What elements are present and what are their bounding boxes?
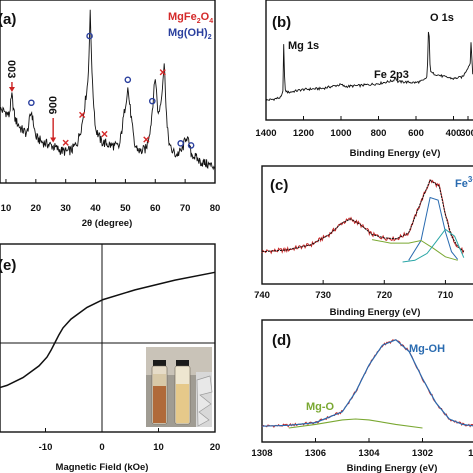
panel-d-peak-label: Mg-OH <box>409 343 445 355</box>
panel-c-tick-label: 740 <box>254 290 270 301</box>
panel-c-data-line <box>261 179 465 255</box>
panel-b: (b) 1400 1200 1000 800 600 400300 Binding Ene… <box>255 0 473 159</box>
panel-a-mgfe2o4-marker <box>159 69 166 76</box>
panel-c-x-ticks: 740 730 720 710 <box>254 280 453 301</box>
panel-a-mgoh2-marker <box>148 97 156 105</box>
panel-a-tick-label: 20 <box>31 203 42 214</box>
panel-e-tick-label: 10 <box>153 442 164 453</box>
panel-e-inset-photo <box>146 347 213 427</box>
panel-a-tick-label: 40 <box>90 203 101 214</box>
panel-e-label: (e) <box>0 257 16 274</box>
panel-a-x-axis-title: 2θ (degree) <box>82 218 133 229</box>
panel-a-plot: 003 006 <box>0 9 216 171</box>
panel-a-mgoh2-marker <box>177 140 184 147</box>
panel-d: (d) 1308 1306 1304 1302 130 Binding Energy (… <box>251 319 473 473</box>
panel-a-mgoh2-marker <box>187 142 195 149</box>
panel-a-peak-index-label: 003 <box>5 60 17 78</box>
panel-b-peak-label: Mg 1s <box>288 40 319 52</box>
panel-c-tick-label: 720 <box>376 290 392 301</box>
panel-c-tick-label: 710 <box>437 290 453 301</box>
panel-d-tick-label: 1302 <box>412 448 433 459</box>
panel-d-mgo-fit-line <box>288 418 423 429</box>
panel-a-legend-entry: Mg(OH)2 <box>168 27 212 41</box>
panel-b-tick-label: 600 <box>408 128 424 139</box>
panel-a-x-ticks: 10 20 30 40 50 60 70 80 <box>1 179 221 214</box>
panel-e-x-axis-title: Magnetic Field (kOe) <box>56 462 149 473</box>
panel-d-peak-label: Mg-O <box>306 401 335 413</box>
panel-b-survey-line <box>265 31 473 102</box>
panel-d-label: (d) <box>272 332 291 349</box>
panel-d-mgoh-fit-line <box>261 339 473 427</box>
panel-b-label: (b) <box>272 14 291 31</box>
panel-e-x-ticks: -10 0 10 20 <box>39 428 221 453</box>
panel-e: (e) -10 0 10 20 Magnetic Field (kOe) <box>0 243 221 473</box>
panel-d-x-ticks: 1308 1306 1304 1302 130 <box>251 438 473 459</box>
panel-c-label: (c) <box>270 177 288 194</box>
panel-d-tick-label: 1306 <box>305 448 326 459</box>
panel-b-tick-label: 1000 <box>330 128 351 139</box>
panel-e-plot <box>0 271 216 389</box>
panel-d-frame <box>261 319 473 443</box>
panel-a-tick-label: 60 <box>150 203 161 214</box>
panel-b-plot: Mg 1s Fe 2p3 O 1s <box>265 12 473 102</box>
panel-e-tick-label: 20 <box>210 442 221 453</box>
panel-a-tick-label: 80 <box>210 203 221 214</box>
panel-a-tick-label: 30 <box>60 203 71 214</box>
panel-c-fit3-line <box>402 228 465 263</box>
panel-c-envelope-line <box>261 179 465 253</box>
panel-d-tick-label: 1308 <box>251 448 272 459</box>
panel-b-tick-label: 1200 <box>293 128 314 139</box>
panel-a-tick-label: 10 <box>1 203 12 214</box>
panel-c-plot: Fe3+ <box>261 175 473 263</box>
panel-a-peak-arrowhead <box>8 87 15 92</box>
panel-e-frame <box>0 243 216 433</box>
panel-a-tick-label: 50 <box>120 203 131 214</box>
panel-a: (a) MgFe2O4 Mg(OH)2 10 20 30 40 50 60 70 80 2θ (… <box>0 0 220 229</box>
panel-c-peak-label: Fe3+ <box>455 175 473 190</box>
panel-d-x-axis-title: Binding Energy (eV) <box>347 463 438 473</box>
panel-d-tick-label: 130 <box>468 448 473 459</box>
panel-a-legend-entry: MgFe2O4 <box>168 11 213 25</box>
panel-a-peak-index-label: 006 <box>46 96 58 114</box>
panel-a-mgoh2-marker <box>124 76 132 84</box>
panel-a-mgfe2o4-marker <box>101 130 108 138</box>
panel-a-legend: MgFe2O4 Mg(OH)2 <box>168 11 213 41</box>
panel-c-fit2-line <box>372 239 458 261</box>
panel-a-mgfe2o4-marker <box>62 139 69 146</box>
panel-a-mgoh2-marker <box>28 99 35 107</box>
panel-c-fit1-line <box>408 196 459 261</box>
panel-b-frame <box>265 0 473 121</box>
panel-a-label: (a) <box>0 11 16 28</box>
panel-c-frame <box>261 165 473 285</box>
panel-e-magnetization-curve <box>0 271 216 389</box>
panel-c: (c) 740 730 720 710 Binding Energy (eV) Fe3… <box>254 165 473 318</box>
panel-b-x-ticks: 1400 1200 1000 800 600 400300 <box>255 116 473 139</box>
panel-b-tick-label: 400 <box>446 128 462 139</box>
panel-a-peak-arrowhead <box>50 137 57 143</box>
panel-d-plot: Mg-OH Mg-O <box>261 339 473 429</box>
panel-e-tick-label: -10 <box>39 442 53 453</box>
panel-b-peak-label: O 1s <box>430 12 454 24</box>
panel-b-x-axis-title: Binding Energy (eV) <box>350 148 441 159</box>
panel-a-xrd-line <box>0 9 216 171</box>
panel-b-tick-label: 1400 <box>255 128 276 139</box>
panel-e-tick-label: 0 <box>99 442 104 453</box>
panel-a-frame <box>0 0 216 184</box>
panel-a-mgfe2o4-marker <box>143 136 150 143</box>
panel-b-tick-label: 800 <box>371 128 387 139</box>
panel-b-peak-label: Fe 2p3 <box>374 69 409 81</box>
panel-a-tick-label: 70 <box>180 203 191 214</box>
panel-d-tick-label: 1304 <box>358 448 380 459</box>
panel-c-x-axis-title: Binding Energy (eV) <box>330 307 421 318</box>
panel-c-tick-label: 730 <box>315 290 331 301</box>
panel-a-mgfe2o4-marker <box>79 111 86 118</box>
panel-b-tick-label: 300 <box>460 128 473 139</box>
panel-a-mgoh2-marker <box>86 32 93 40</box>
